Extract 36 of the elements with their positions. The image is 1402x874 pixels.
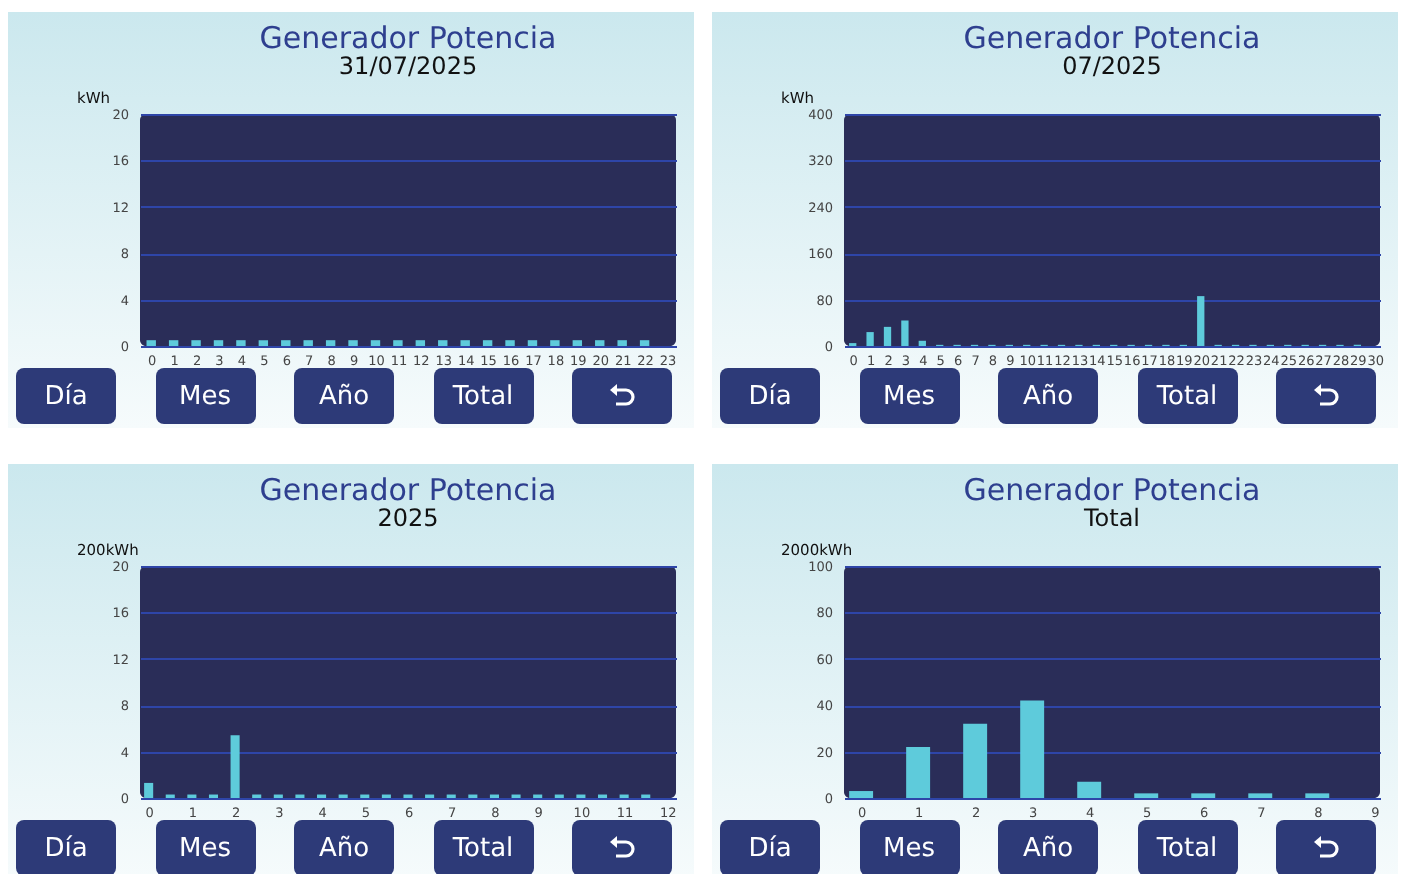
button[interactable]: Total xyxy=(433,368,533,424)
bar xyxy=(849,791,874,798)
bar xyxy=(963,723,988,798)
button[interactable]: Total xyxy=(1137,368,1237,424)
button[interactable]: Año xyxy=(998,368,1098,424)
bar xyxy=(866,332,874,346)
button[interactable]: Día xyxy=(720,368,820,424)
chart-subtitle: 31/07/2025 xyxy=(338,52,478,80)
button[interactable]: Día xyxy=(16,368,116,424)
button[interactable]: Año xyxy=(998,820,1098,874)
bar xyxy=(1020,700,1045,798)
chart-subtitle: Total xyxy=(1081,504,1141,532)
chart-subtitle: 07/2025 xyxy=(1062,52,1162,80)
bar xyxy=(901,320,909,346)
button[interactable]: Año xyxy=(294,368,394,424)
chart-subtitle: 2025 xyxy=(377,504,439,532)
chart-title: Generador Potencia xyxy=(963,20,1261,56)
button[interactable]: Total xyxy=(433,820,533,874)
chart-title: Generador Potencia xyxy=(963,472,1261,508)
bar xyxy=(1197,296,1205,346)
button[interactable]: Día xyxy=(720,820,820,874)
button[interactable]: Total xyxy=(1137,820,1237,874)
button[interactable]: Mes xyxy=(155,820,255,874)
chart-title: Generador Potencia xyxy=(259,20,557,56)
bar xyxy=(918,340,926,346)
bar xyxy=(230,735,240,798)
bar xyxy=(906,746,931,798)
bar xyxy=(144,782,154,798)
chart-title: Generador Potencia xyxy=(259,472,557,508)
bar xyxy=(883,326,892,346)
button[interactable]: Mes xyxy=(155,368,255,424)
button[interactable]: Año xyxy=(294,820,394,874)
bar xyxy=(1077,781,1102,798)
button[interactable]: Mes xyxy=(859,820,959,874)
button[interactable]: Mes xyxy=(859,368,959,424)
button[interactable]: Día xyxy=(16,820,116,874)
